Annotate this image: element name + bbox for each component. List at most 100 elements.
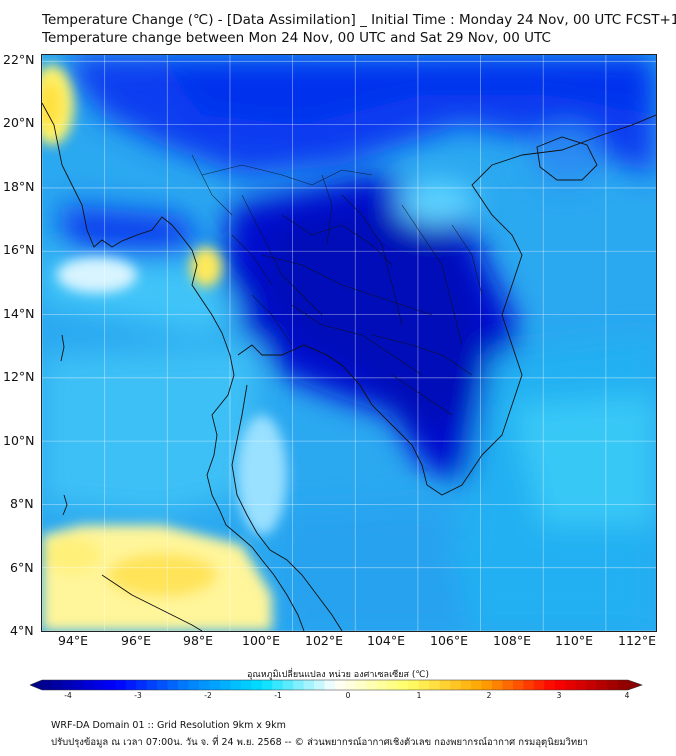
colorbar-cell: [146, 680, 158, 690]
colorbar-tick-label: 4: [624, 691, 630, 700]
colorbar-outline: [30, 679, 643, 691]
colorbar-cell: [481, 680, 493, 690]
colorbar-cell: [345, 680, 357, 690]
lon-tick-label: 106°E: [430, 633, 469, 648]
province-borders: [191, 154, 483, 416]
colorbar-cell: [209, 680, 221, 690]
colorbar-tick-label: 1: [416, 691, 422, 700]
colorbar-cell: [460, 680, 472, 690]
colorbar-cell: [617, 680, 629, 690]
colorbar-cell: [471, 680, 482, 690]
colorbar-cell: [523, 680, 535, 690]
map-canvas: [42, 55, 656, 631]
colorbar-cell: [62, 680, 74, 690]
colorbar-tick-label: 0: [345, 691, 351, 700]
colorbar-cell: [544, 680, 556, 690]
colorbar-cell: [104, 680, 116, 690]
colorbar-cell: [376, 680, 388, 690]
colorbar-cell: [366, 680, 378, 690]
colorbar-cell: [167, 680, 179, 690]
colorbar-cell: [125, 680, 137, 690]
lon-tick-label: 98°E: [183, 633, 214, 648]
colorbar-cell: [230, 680, 242, 690]
colorbar-cell: [303, 680, 315, 690]
lon-tick-label: 110°E: [555, 633, 594, 648]
lon-tick-label: 108°E: [493, 633, 532, 648]
colorbar-cell: [502, 680, 514, 690]
colorbar-cell: [219, 680, 231, 690]
footer-model-info: WRF-DA Domain 01 :: Grid Resolution 9km …: [51, 720, 286, 731]
colorbar-cell: [198, 680, 210, 690]
lat-tick-label: 4°N: [10, 623, 34, 638]
colorbar-cell: [439, 680, 451, 690]
colorbar-cell: [178, 680, 189, 690]
temperature-anomaly-shading: [42, 55, 656, 631]
colorbar-cell: [136, 680, 148, 690]
lat-tick-label: 12°N: [3, 369, 35, 384]
colorbar-cell: [115, 680, 127, 690]
lon-tick-label: 112°E: [618, 633, 657, 648]
colorbar-cell: [52, 680, 64, 690]
colorbar-cell: [355, 680, 367, 690]
colorbar-tick-label: -2: [204, 691, 212, 700]
colorbar-cell: [418, 680, 430, 690]
colorbar-cell: [272, 680, 284, 690]
colorbar-cell: [554, 680, 566, 690]
lon-tick-label: 96°E: [121, 633, 152, 648]
lat-tick-label: 22°N: [3, 52, 35, 67]
colorbar-cell: [387, 680, 399, 690]
colorbar-cell: [293, 680, 305, 690]
map-subtitle: Temperature change between Mon 24 Nov, 0…: [42, 30, 551, 46]
colorbar-cell: [565, 680, 577, 690]
map-title: Temperature Change (℃) - [Data Assimilat…: [42, 12, 676, 28]
colorbar-tick-label: -3: [134, 691, 142, 700]
footer-credit: ปรับปรุงข้อมูล ณ เวลา 07:00น. วัน จ. ที่…: [51, 737, 589, 748]
colorbar-cell: [157, 680, 168, 690]
lat-tick-label: 10°N: [3, 433, 35, 448]
lat-tick-label: 6°N: [10, 560, 34, 575]
lat-tick-label: 16°N: [3, 242, 35, 257]
colorbar-cell: [596, 680, 608, 690]
warm-anomaly-shading: [42, 65, 287, 631]
colorbar-cell: [282, 680, 294, 690]
colorbar-extend-high: [628, 680, 642, 690]
colorbar-cell: [512, 680, 524, 690]
lat-tick-label: 14°N: [3, 306, 35, 321]
colorbar-extend-low: [30, 680, 42, 690]
colorbar-cell: [73, 680, 85, 690]
colorbar-cell: [408, 680, 420, 690]
colorbar-cell: [607, 680, 618, 690]
lat-tick-label: 18°N: [3, 179, 35, 194]
colorbar-tick-label: -4: [64, 691, 72, 700]
colorbar-cell: [429, 680, 441, 690]
colorbar-cell: [83, 680, 95, 690]
colorbar-cell: [94, 680, 106, 690]
colorbar-cell: [324, 680, 336, 690]
colorbar-tick-label: -1: [274, 691, 282, 700]
colorbar-cell: [314, 680, 325, 690]
colorbar-tick-label: 2: [486, 691, 492, 700]
colorbar-cell: [188, 680, 200, 690]
colorbar-tick-label: 3: [556, 691, 562, 700]
lat-tick-label: 20°N: [3, 115, 35, 130]
coastline-outlines: [42, 102, 656, 631]
colorbar-cell: [491, 680, 503, 690]
colorbar-cell: [42, 680, 53, 690]
lat-tick-label: 8°N: [10, 496, 34, 511]
lon-tick-label: 94°E: [58, 633, 89, 648]
colorbar-cell: [575, 680, 587, 690]
colorbar-cell: [240, 680, 252, 690]
lon-tick-label: 100°E: [242, 633, 281, 648]
colorbar-cell: [335, 680, 346, 690]
colorbar-cell: [251, 680, 263, 690]
colorbar-cell: [450, 680, 461, 690]
temperature-change-map: [41, 54, 657, 632]
colorbar-cell: [586, 680, 598, 690]
lon-tick-label: 102°E: [305, 633, 344, 648]
colorbar: [30, 679, 643, 691]
map-gridlines: [42, 55, 656, 631]
colorbar-cell: [261, 680, 273, 690]
colorbar-cell: [397, 680, 409, 690]
colorbar-cell: [533, 680, 545, 690]
colorbar-title: อุณหภูมิเปลี่ยนแปลง หน่วย องศาเซลเซียส (…: [246, 670, 430, 680]
